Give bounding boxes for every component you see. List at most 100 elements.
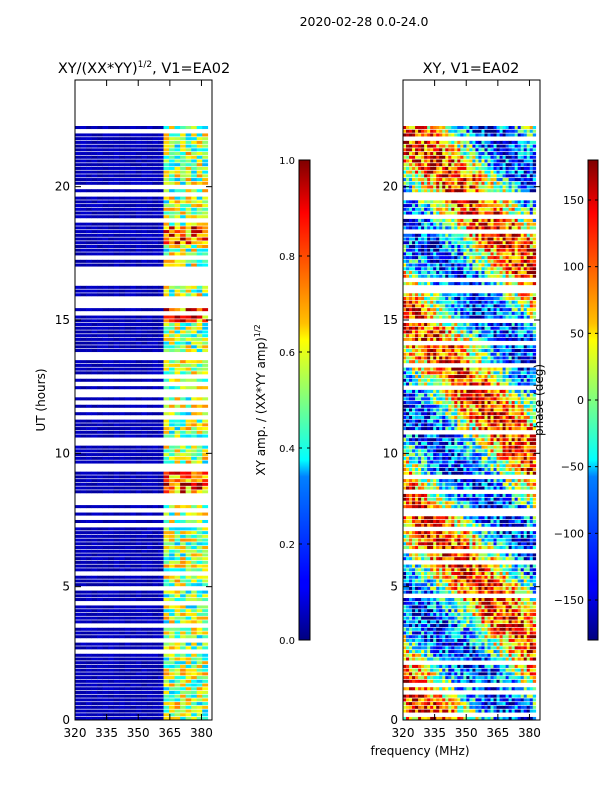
heatmap-cell: [80, 137, 87, 141]
heatmap-cell: [113, 222, 120, 226]
heatmap-cell: [169, 152, 175, 156]
heatmap-cell: [169, 490, 175, 494]
heatmap-cell: [119, 683, 126, 687]
heatmap-cell: [169, 646, 175, 650]
heatmap-cell: [463, 579, 467, 583]
heatmap-cell: [496, 557, 500, 561]
heatmap-cell: [469, 668, 473, 672]
heatmap-cell: [412, 616, 416, 620]
heatmap-cell: [463, 635, 467, 639]
heatmap-cell: [412, 516, 416, 520]
heatmap-cell: [102, 140, 109, 144]
heatmap-cell: [418, 564, 422, 568]
heatmap-cell: [80, 263, 87, 267]
heatmap-cell: [146, 445, 153, 449]
heatmap-cell: [202, 672, 209, 676]
heatmap-cell: [406, 542, 410, 546]
heatmap-cell: [457, 557, 461, 561]
heatmap-cell: [86, 155, 92, 159]
heatmap-cell: [180, 519, 186, 524]
heatmap-cell: [102, 683, 109, 687]
heatmap-cell: [475, 642, 479, 646]
heatmap-cell: [163, 590, 170, 594]
heatmap-cell: [146, 371, 153, 375]
heatmap-cell: [185, 657, 192, 661]
heatmap-cell: [86, 371, 92, 375]
heatmap-cell: [91, 349, 98, 353]
heatmap-cell: [466, 631, 470, 635]
heatmap-cell: [415, 646, 419, 650]
heatmap-cell: [185, 716, 192, 720]
heatmap-cell: [119, 222, 126, 226]
heatmap-cell: [86, 248, 92, 252]
heatmap-cell: [409, 668, 413, 672]
heatmap-cell: [152, 456, 159, 460]
heatmap-cell: [406, 598, 410, 602]
heatmap-cell: [436, 687, 440, 691]
heatmap-cell: [91, 289, 98, 293]
heatmap-cell: [130, 445, 137, 449]
heatmap-cell: [496, 553, 500, 557]
heatmap-cell: [157, 126, 164, 130]
heatmap-cell: [119, 226, 126, 230]
heatmap-cell: [86, 557, 92, 561]
heatmap-cell: [196, 319, 203, 323]
heatmap-cell: [124, 568, 131, 572]
heatmap-cell: [529, 523, 534, 527]
heatmap-cell: [80, 163, 87, 167]
heatmap-cell: [146, 609, 153, 613]
heatmap-cell: [180, 378, 186, 382]
heatmap-cell: [463, 620, 467, 624]
heatmap-cell: [439, 631, 443, 635]
heatmap-cell: [185, 668, 192, 672]
heatmap-cell: [418, 545, 422, 550]
heatmap-cell: [124, 334, 131, 338]
heatmap-cell: [424, 657, 428, 661]
heatmap-cell: [146, 144, 153, 148]
heatmap-cell: [202, 568, 209, 572]
heatmap-cell: [130, 152, 137, 156]
heatmap-cell: [86, 605, 92, 609]
heatmap-cell: [185, 423, 192, 427]
heatmap-cell: [152, 226, 159, 230]
heatmap-cell: [472, 620, 476, 624]
heatmap-cell: [169, 148, 175, 152]
heatmap-cell: [478, 553, 482, 557]
heatmap-cell: [130, 664, 137, 668]
heatmap-cell: [424, 590, 428, 594]
heatmap-cell: [124, 412, 131, 416]
heatmap-cell: [86, 702, 92, 706]
heatmap-cell: [169, 397, 175, 401]
heatmap-cell: [451, 545, 455, 550]
heatmap-cell: [130, 285, 137, 289]
heatmap-cell: [180, 293, 186, 297]
heatmap-cell: [466, 598, 470, 602]
heatmap-cell: [484, 694, 488, 698]
heatmap-cell: [113, 315, 120, 319]
heatmap-cell: [472, 672, 476, 676]
heatmap-cell: [502, 572, 506, 576]
heatmap-cell: [146, 397, 153, 401]
heatmap-cell: [75, 427, 81, 431]
heatmap-cell: [91, 170, 98, 174]
heatmap-cell: [185, 430, 192, 434]
heatmap-cell: [141, 419, 148, 423]
heatmap-cell: [157, 635, 164, 639]
heatmap-cell: [463, 676, 467, 680]
heatmap-cell: [202, 419, 209, 423]
heatmap-cell: [113, 181, 120, 185]
heatmap-cell: [406, 545, 410, 550]
heatmap-cell: [466, 609, 470, 613]
heatmap-cell: [487, 534, 491, 538]
heatmap-cell: [493, 694, 497, 698]
heatmap-cell: [202, 609, 209, 613]
heatmap-cell: [163, 148, 170, 152]
heatmap-cell: [403, 531, 407, 535]
heatmap-cell: [86, 668, 92, 672]
heatmap-cell: [526, 572, 531, 576]
heatmap-cell: [185, 538, 192, 542]
heatmap-cell: [185, 308, 192, 312]
heatmap-cell: [418, 583, 422, 587]
heatmap-cell: [493, 650, 497, 654]
heatmap-cell: [469, 605, 473, 609]
